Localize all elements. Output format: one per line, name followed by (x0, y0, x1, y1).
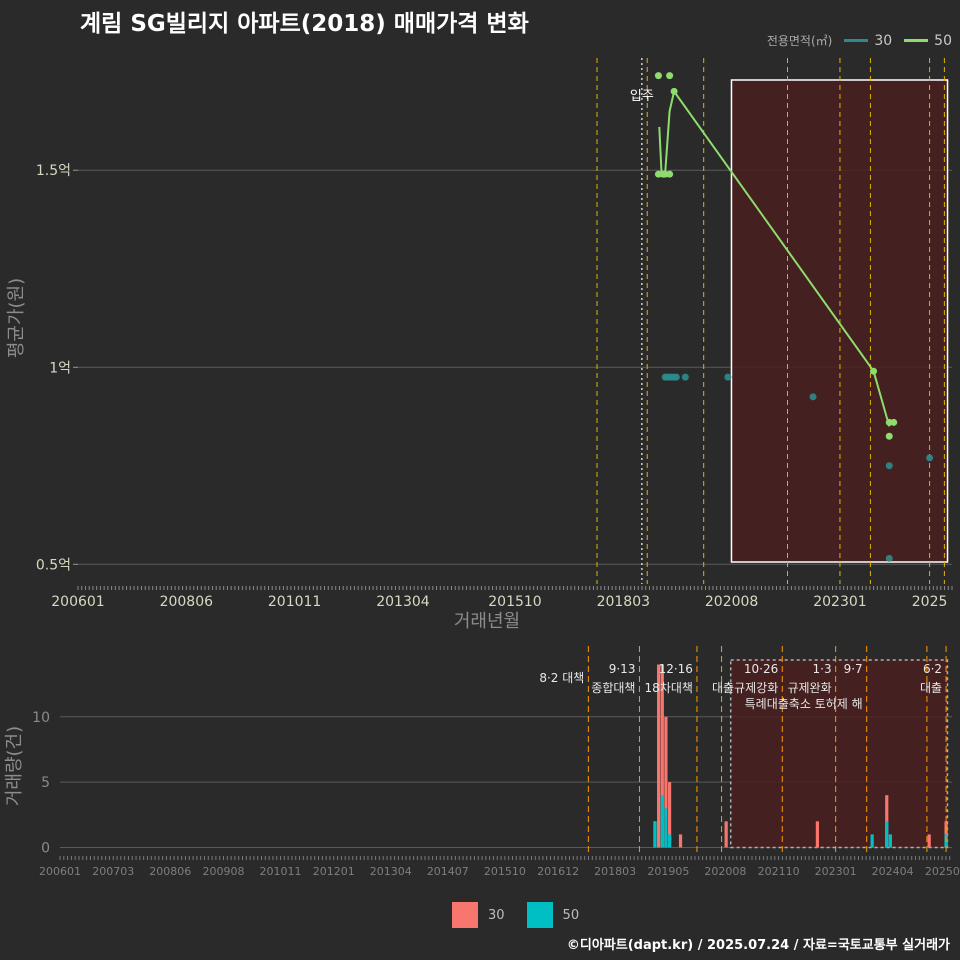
x-tick-label: 200601 (51, 594, 104, 610)
vol-x-tick-label: 202110 (758, 865, 800, 878)
legend-label-30: 30 (874, 32, 893, 49)
vol-bar-50 (653, 821, 657, 848)
vol-x-tick-label: 201905 (647, 865, 689, 878)
policy-date: 9·7 (844, 662, 863, 676)
vol-bar-30 (678, 834, 683, 848)
y-tick-label: 1.5억 (36, 163, 71, 179)
vol-x-tick-label: 202301 (815, 865, 857, 878)
x-tick-label: 202008 (705, 594, 758, 610)
vol-bar-30 (927, 834, 931, 848)
vol-y-axis-title: 거래량(건) (4, 726, 25, 806)
vol-x-tick-label: 201304 (370, 865, 412, 878)
legend-bottom-label-30: 30 (488, 907, 505, 923)
legend-top: 전용면적(㎡) 30 50 (767, 32, 952, 49)
point-30 (926, 454, 934, 462)
point-50 (885, 432, 893, 440)
legend-swatch-50 (904, 39, 929, 42)
point-50 (670, 87, 678, 95)
vol-y-tick-label: 5 (41, 775, 50, 791)
vol-x-tick-label: 201612 (537, 865, 579, 878)
vol-x-tick-label: 202404 (872, 865, 914, 878)
policy-label: 규제완화 (787, 681, 831, 695)
legend-bottom: 30 50 (452, 902, 591, 928)
vol-x-tick-label: 201011 (260, 865, 302, 878)
legend-box-50 (526, 902, 553, 928)
x-tick-label: 200806 (160, 594, 214, 610)
point-50 (666, 72, 674, 80)
point-30 (885, 554, 893, 562)
vol-x-tick-label: 200703 (92, 865, 134, 878)
point-30 (672, 373, 680, 381)
vol-bar-30 (667, 782, 672, 848)
policy-date: 12·16 (659, 662, 693, 676)
x-axis-title: 거래년월 (454, 611, 520, 632)
point-30 (809, 393, 817, 401)
vol-x-tick-label: 200601 (39, 865, 81, 878)
vol-x-tick-label: 200806 (149, 865, 191, 878)
x-tick-label: 201510 (488, 594, 541, 610)
vol-bar-30 (815, 821, 820, 848)
legend-bottom-label-50: 50 (562, 907, 580, 923)
footer-credit: ©디아파트(dapt.kr) / 2025.07.24 / 자료=국토교통부 실… (566, 938, 950, 953)
vol-x-tick-label: 202506 (925, 865, 960, 878)
vol-bar-30 (660, 664, 664, 848)
legend-box-30 (452, 902, 478, 928)
point-50 (890, 418, 898, 426)
policy-label: 대출규제강화 (712, 681, 778, 695)
legend-swatch-30 (844, 39, 869, 42)
vol-bar-30 (664, 716, 668, 848)
policy-label: 대출 (920, 681, 942, 695)
y-tick-label: 1억 (49, 360, 71, 376)
policy-date: 6·2 (923, 662, 942, 676)
vol-x-tick-label: 202008 (704, 865, 746, 878)
occupancy-label: 입주 (630, 89, 654, 104)
vol-x-tick-label: 201510 (484, 865, 526, 878)
policy-label: 특례대출축소 토허제 해 (745, 697, 863, 711)
vol-bar-50 (667, 834, 672, 848)
vol-bar-50 (664, 808, 668, 848)
point-50 (870, 367, 878, 375)
page-title: 계림 SG빌리지 아파트(2018) 매매가격 변화 (80, 11, 529, 37)
x-tick-label: 202301 (813, 594, 866, 610)
y-axis-title: 평균가(원) (6, 278, 27, 358)
vol-x-tick-label: 201201 (313, 865, 355, 878)
vol-bar-50 (660, 795, 664, 848)
vol-x-tick-label: 200908 (202, 865, 244, 878)
volume-chart: 8·2 대책 9·13 종합대책 12·16 18차대책 10·26 대출규제강화 1·3 규제… (4, 646, 960, 878)
point-30 (724, 373, 732, 381)
point-50 (666, 170, 674, 178)
vol-bar-50 (888, 834, 893, 848)
x-tick-label: 201011 (268, 594, 321, 610)
price-chart: 입주 0.5억 1억 1.5억 200601 200806 201011 201304 201… (6, 58, 953, 632)
vol-x-tick-label: 201803 (594, 865, 636, 878)
point-30 (681, 373, 689, 381)
policy-date: 1·3 (813, 662, 832, 676)
vol-y-tick-label: 0 (41, 840, 50, 856)
legend-title: 전용면적(㎡) (766, 34, 833, 48)
vol-bar-30 (657, 664, 661, 848)
policy-date: 9·13 (609, 662, 636, 676)
x-tick-label: 201803 (597, 594, 650, 610)
policy-label: 8·2 대책 (539, 670, 584, 685)
vol-bar-30 (724, 821, 728, 848)
vol-y-tick-label: 10 (32, 710, 50, 726)
vol-x-tick-label: 201407 (427, 865, 469, 878)
policy-label: 종합대책 (591, 680, 635, 695)
vol-bar-50 (885, 821, 889, 848)
x-tick-label: 2025 (912, 594, 948, 610)
policy-date: 10·26 (744, 662, 778, 676)
point-30 (885, 462, 893, 470)
x-tick-label: 201304 (376, 594, 430, 610)
point-50 (654, 72, 662, 80)
y-tick-label: 0.5억 (36, 557, 71, 573)
vol-bar-50 (870, 834, 874, 848)
vol-highlight-period (729, 659, 949, 849)
policy-label: 18차대책 (645, 680, 693, 695)
legend-label-50: 50 (934, 32, 952, 49)
